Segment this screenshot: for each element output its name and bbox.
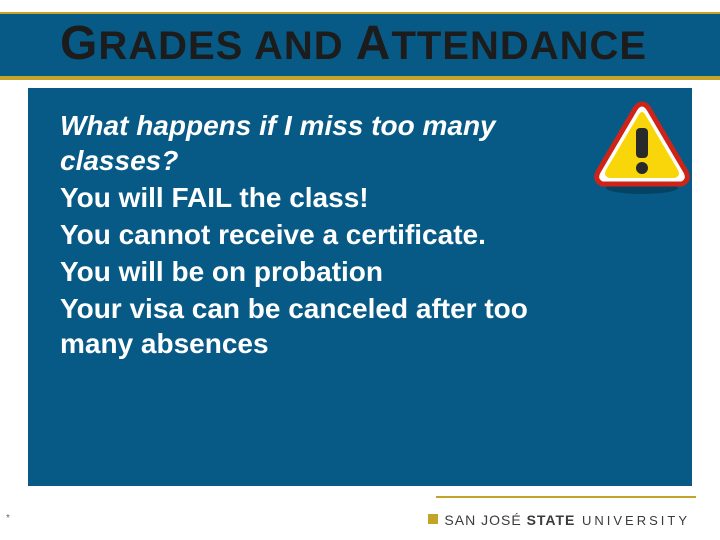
answer-line: You will FAIL the class!: [60, 180, 600, 215]
title-cap-2: A: [356, 17, 392, 70]
logo-square-icon: [428, 514, 438, 524]
answer-line: You will be on probation: [60, 254, 600, 289]
title-cap-1: G: [60, 17, 98, 70]
logo-text-state: STATE: [527, 512, 576, 528]
answer-line: Your visa can be canceled after too many…: [60, 291, 600, 361]
question-text: What happens if I miss too many classes?: [60, 108, 600, 178]
title-seg-2: TTENDANCE: [391, 24, 647, 68]
footnote-marker: *: [6, 513, 10, 524]
body-content: What happens if I miss too many classes?…: [60, 108, 600, 363]
answer-line: You cannot receive a certificate.: [60, 217, 600, 252]
university-logo: SAN JOSÉ STATE UNIVERSITY: [428, 512, 690, 528]
warning-icon: [592, 100, 692, 196]
footer: * SAN JOSÉ STATE UNIVERSITY: [0, 496, 720, 540]
logo-text-univ: UNIVERSITY: [575, 513, 690, 528]
logo-text-sj: SAN JOSÉ: [444, 512, 526, 528]
slide-title: GRADES AND ATTENDANCE: [60, 16, 647, 71]
slide: GRADES AND ATTENDANCE What happens if I …: [0, 0, 720, 540]
title-seg-1: RADES AND: [98, 24, 355, 68]
footer-accent-line: [436, 496, 696, 498]
